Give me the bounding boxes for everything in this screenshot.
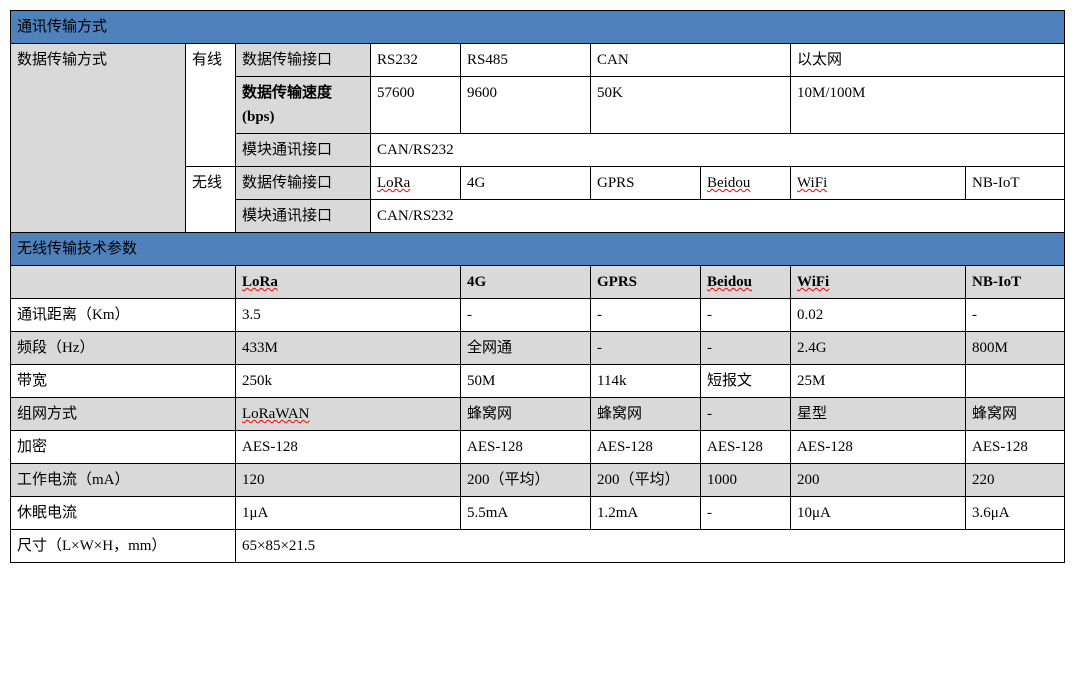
sleep-v1: 1μA — [236, 497, 461, 530]
bw-v2: 50M — [461, 365, 591, 398]
s2-col3: GPRS — [591, 266, 701, 299]
enc-v1: AES-128 — [236, 431, 461, 464]
cur-v2: 200（平均） — [461, 464, 591, 497]
r2-c2: 9600 — [461, 77, 591, 134]
net-v3: 蜂窝网 — [591, 398, 701, 431]
r4-c4: Beidou — [701, 167, 791, 200]
s2-empty — [11, 266, 236, 299]
r4-c5: WiFi — [791, 167, 966, 200]
enc-v5: AES-128 — [791, 431, 966, 464]
dist-v1: 3.5 — [236, 299, 461, 332]
s2-col1: LoRa — [236, 266, 461, 299]
bw-v1: 250k — [236, 365, 461, 398]
dist-v2: - — [461, 299, 591, 332]
r4-c6: NB-IoT — [966, 167, 1065, 200]
bw-v4: 短报文 — [701, 365, 791, 398]
size-val: 65×85×21.5 — [236, 530, 1065, 563]
r4-label: 数据传输接口 — [236, 167, 371, 200]
bw-v6 — [966, 365, 1065, 398]
r1-c4: 以太网 — [791, 44, 1065, 77]
dist-v4: - — [701, 299, 791, 332]
net-v5: 星型 — [791, 398, 966, 431]
r5-label: 模块通讯接口 — [236, 200, 371, 233]
freq-v5: 2.4G — [791, 332, 966, 365]
r2-c3: 50K — [591, 77, 791, 134]
freq-v4: - — [701, 332, 791, 365]
freq-v3: - — [591, 332, 701, 365]
bw-label: 带宽 — [11, 365, 236, 398]
r3-label: 模块通讯接口 — [236, 134, 371, 167]
r2-c1: 57600 — [371, 77, 461, 134]
r5-val: CAN/RS232 — [371, 200, 1065, 233]
bw-v3: 114k — [591, 365, 701, 398]
s2-col6: NB-IoT — [966, 266, 1065, 299]
r1-c3: CAN — [591, 44, 791, 77]
cur-v6: 220 — [966, 464, 1065, 497]
net-label: 组网方式 — [11, 398, 236, 431]
sleep-v6: 3.6μA — [966, 497, 1065, 530]
cur-v5: 200 — [791, 464, 966, 497]
net-v6: 蜂窝网 — [966, 398, 1065, 431]
cur-label: 工作电流（mA） — [11, 464, 236, 497]
cur-v1: 120 — [236, 464, 461, 497]
section2-title: 无线传输技术参数 — [11, 233, 1065, 266]
sleep-v3: 1.2mA — [591, 497, 701, 530]
dist-v3: - — [591, 299, 701, 332]
enc-v4: AES-128 — [701, 431, 791, 464]
r1-label: 数据传输接口 — [236, 44, 371, 77]
section1-title: 通讯传输方式 — [11, 11, 1065, 44]
r3-val: CAN/RS232 — [371, 134, 1065, 167]
sleep-v4: - — [701, 497, 791, 530]
size-label: 尺寸（L×W×H，mm） — [11, 530, 236, 563]
freq-v2: 全网通 — [461, 332, 591, 365]
dist-v6: - — [966, 299, 1065, 332]
bw-v5: 25M — [791, 365, 966, 398]
s2-col5: WiFi — [791, 266, 966, 299]
sleep-v2: 5.5mA — [461, 497, 591, 530]
net-v1: LoRaWAN — [236, 398, 461, 431]
freq-v6: 800M — [966, 332, 1065, 365]
cur-v3: 200（平均） — [591, 464, 701, 497]
wireless: 无线 — [186, 167, 236, 233]
freq-label: 频段（Hz） — [11, 332, 236, 365]
sleep-v5: 10μA — [791, 497, 966, 530]
sleep-label: 休眠电流 — [11, 497, 236, 530]
dist-v5: 0.02 — [791, 299, 966, 332]
r1-c1: RS232 — [371, 44, 461, 77]
data-transfer-mode: 数据传输方式 — [11, 44, 186, 233]
spec-table: 通讯传输方式 数据传输方式 有线 数据传输接口 RS232 RS485 CAN … — [10, 10, 1065, 563]
enc-v2: AES-128 — [461, 431, 591, 464]
enc-label: 加密 — [11, 431, 236, 464]
cur-v4: 1000 — [701, 464, 791, 497]
r4-c1: LoRa — [371, 167, 461, 200]
dist-label: 通讯距离（Km） — [11, 299, 236, 332]
r2-label: 数据传输速度 (bps) — [236, 77, 371, 134]
r4-c3: GPRS — [591, 167, 701, 200]
freq-v1: 433M — [236, 332, 461, 365]
r4-c2: 4G — [461, 167, 591, 200]
net-v2: 蜂窝网 — [461, 398, 591, 431]
s2-col4: Beidou — [701, 266, 791, 299]
enc-v6: AES-128 — [966, 431, 1065, 464]
net-v4: - — [701, 398, 791, 431]
r1-c2: RS485 — [461, 44, 591, 77]
r2-c4: 10M/100M — [791, 77, 1065, 134]
enc-v3: AES-128 — [591, 431, 701, 464]
s2-col2: 4G — [461, 266, 591, 299]
wired: 有线 — [186, 44, 236, 167]
